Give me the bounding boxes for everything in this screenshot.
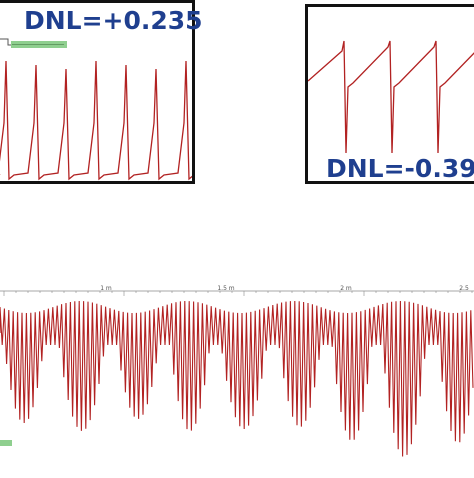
measurement-tag [0,440,12,446]
signal-trace [0,60,192,181]
inset-left-plot [0,38,192,181]
dnl-positive-label: DNL=+0.235 [24,6,203,35]
signal-trace [308,40,474,154]
main-waveform-chart: 1 m 1.5 m 2 m 2.5 [0,283,474,474]
x-tick-label: 2.5 [459,285,469,292]
x-tick-label: 2 m [340,285,352,292]
inset-chart-left [0,0,195,184]
inset-chart-right [305,4,474,184]
x-tick-label: 1.5 m [217,285,234,292]
signal-trace [0,300,474,457]
main-waveform-plot: 1 m 1.5 m 2 m 2.5 [0,285,474,457]
x-tick-label: 1 m [100,285,112,292]
inset-right-plot [308,40,474,154]
dnl-negative-label: DNL=-0.39 [326,154,474,183]
